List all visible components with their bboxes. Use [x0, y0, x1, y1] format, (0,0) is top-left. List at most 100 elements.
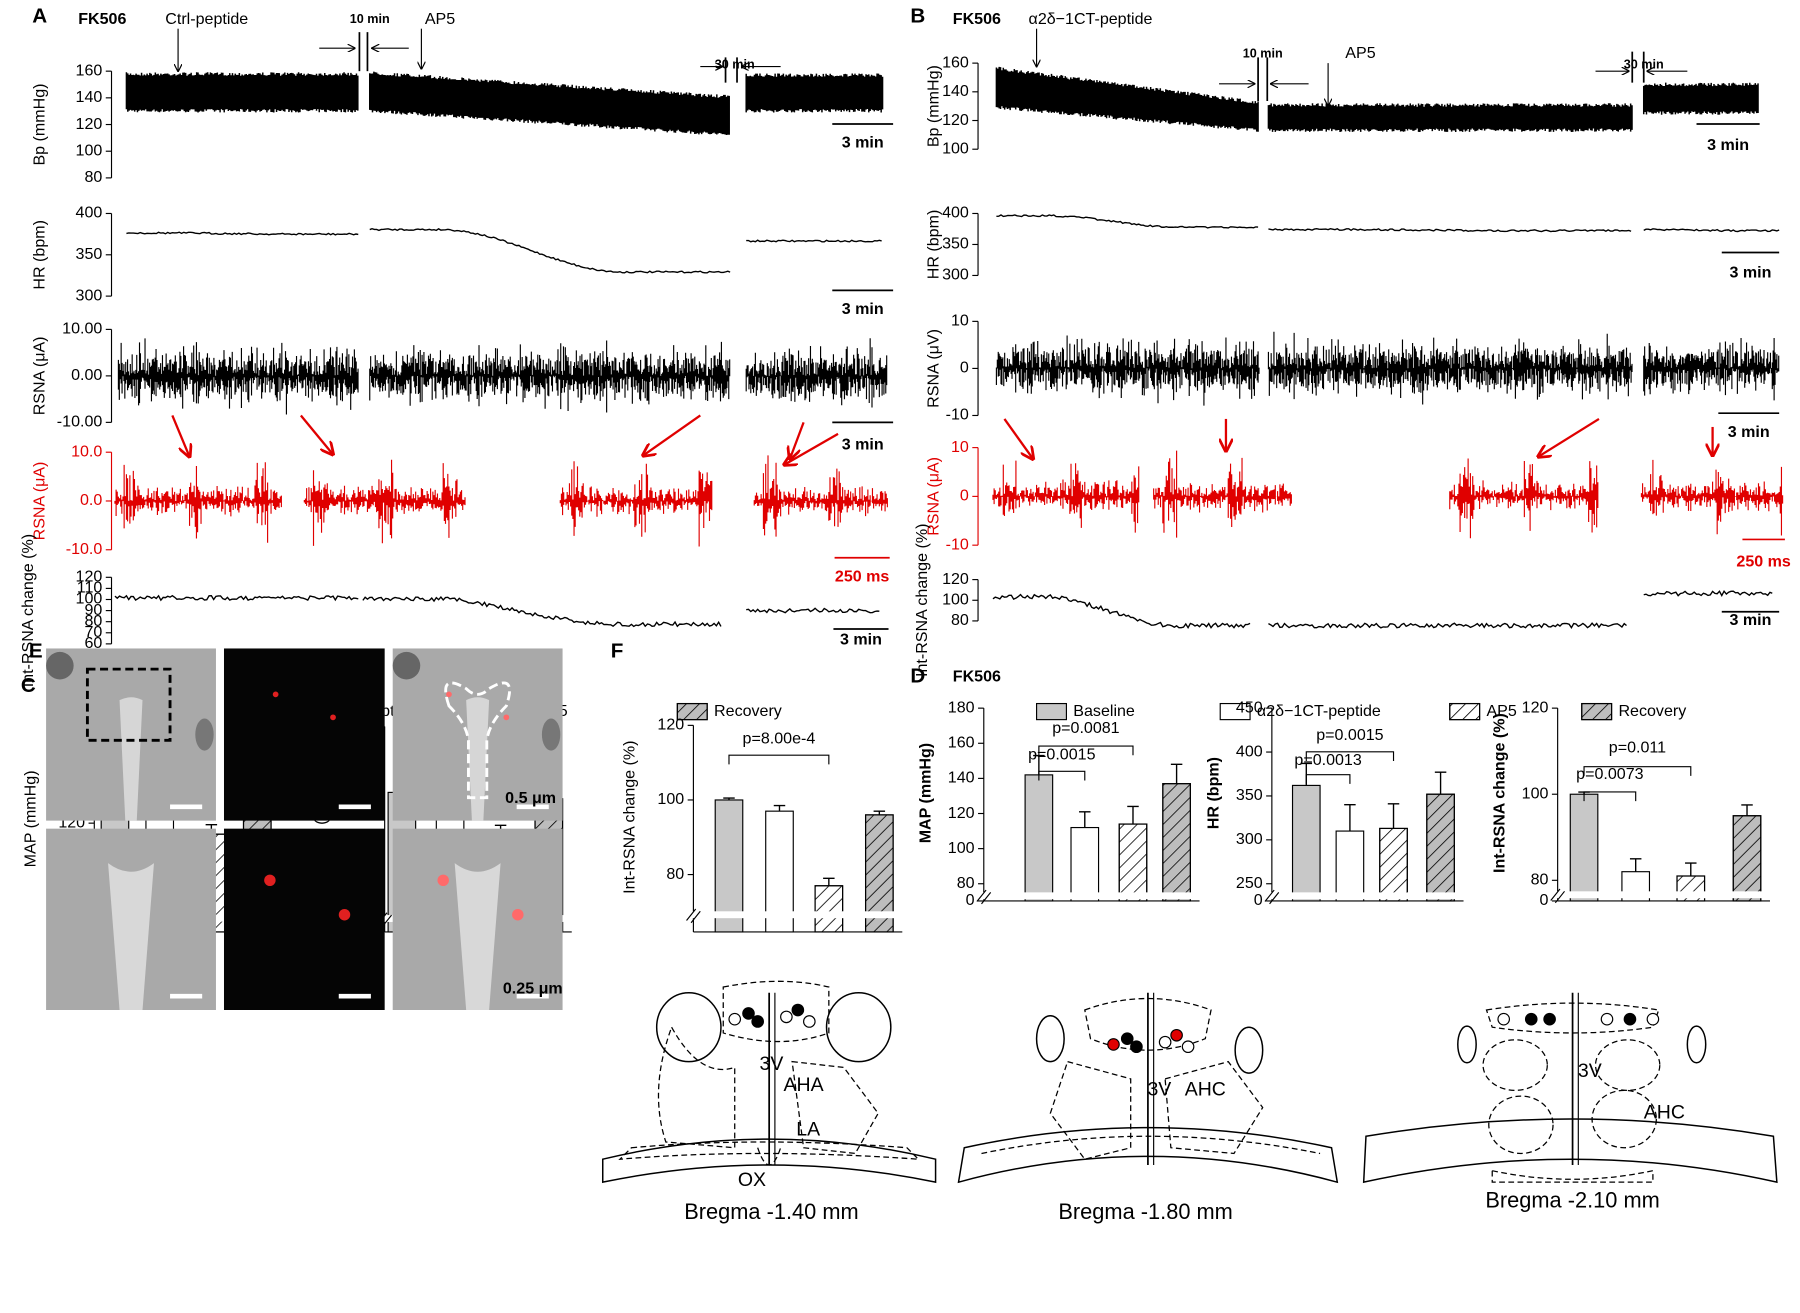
bar: [1291, 784, 1321, 902]
injection-site: [1181, 1040, 1195, 1054]
scale-label: 3 min: [1730, 611, 1772, 629]
bar-chart: 080 100 120 140 160 180 MAP (mmHg) p=0.0081 p=0.…: [917, 698, 1200, 909]
bar: [1335, 830, 1365, 902]
rsna-trace: [1643, 338, 1780, 401]
y-tick-label: 120: [1522, 698, 1549, 716]
trace-axis: -10 0 10 RSNA (μA) 250 ms: [925, 438, 1791, 571]
y-axis-label: Int-RSNA change (%): [19, 534, 37, 687]
y-tick-label: 70: [84, 623, 102, 641]
injection-site: [728, 1012, 742, 1026]
signal: [272, 691, 279, 698]
bp-trace: [369, 71, 730, 135]
line-trace: [369, 228, 731, 274]
panel-label: C: [21, 674, 36, 697]
atlas-outline: [1049, 1060, 1132, 1160]
significance-bracket: [1305, 751, 1395, 761]
bar: [1070, 826, 1100, 902]
p-value: p=0.0015: [1028, 745, 1095, 763]
atlas-outline: [1035, 1014, 1065, 1063]
y-tick-label: 10: [951, 438, 969, 456]
scale-label: 3 min: [840, 631, 882, 649]
scale-label: 250 ms: [1736, 553, 1791, 571]
bp-trace: [1642, 82, 1759, 115]
legend-label: Recovery: [1618, 702, 1686, 720]
micro-image: [223, 648, 385, 821]
p-value: p=0.011: [1609, 739, 1666, 757]
error-bar: [1629, 858, 1642, 872]
error-bar: [1127, 805, 1139, 825]
error-bar: [1170, 763, 1183, 784]
bar-hatch: [1162, 783, 1191, 902]
y-axis-label: HR (bpm): [1205, 757, 1223, 829]
arrow: [300, 414, 333, 454]
y-tick-label: 350: [942, 235, 969, 253]
line-trace: [996, 214, 1259, 229]
line-trace: [114, 594, 359, 602]
arrow: [1538, 417, 1600, 457]
axis-break-mark: [976, 889, 992, 905]
atlas-outline: [1482, 1039, 1548, 1091]
y-tick-label: -10.00: [57, 413, 103, 431]
atlas-label: AHA: [784, 1074, 824, 1096]
bar-chart: 0 80 100 120 Int-RSNA change (%) p=0.011 p=0.0…: [1491, 698, 1770, 909]
y-tick-label: 0: [960, 359, 969, 377]
y-tick-label: 120: [657, 716, 684, 734]
legend-swatch-hatch: [676, 702, 708, 721]
atlas-outline: [655, 992, 722, 1063]
panel-label: D: [910, 665, 925, 688]
error-bar: [773, 804, 786, 812]
y-tick-label: 100: [76, 141, 103, 159]
atlas-caption: Bregma -1.80 mm: [1058, 1199, 1232, 1224]
rsna-trace: [369, 340, 731, 413]
y-tick-label: 160: [948, 734, 975, 752]
y-tick-label: 10: [951, 312, 969, 330]
atlas-section: 3V AHC Bregma -1.80 mm: [957, 992, 1339, 1224]
trace-axis: 80 100 120 Int-RSNA change (%) 3 min: [913, 524, 1780, 677]
injection-site: [1646, 1012, 1660, 1026]
signal: [503, 714, 510, 721]
ventricle: [466, 697, 490, 821]
bar-hatch: [814, 885, 844, 933]
bar: [1024, 774, 1054, 902]
y-axis-label: Int-RSNA change (%): [913, 524, 931, 677]
y-tick-label: 0.0: [80, 491, 102, 509]
y-tick-label: 80: [1531, 871, 1549, 889]
atlas-outline: [618, 1141, 921, 1160]
atlas-outline: [1594, 1039, 1661, 1091]
atlas-section: 3V AHC Bregma -2.10 mm: [1362, 992, 1778, 1212]
scale-label: 3 min: [842, 134, 884, 152]
atlas-outline: [601, 1138, 937, 1184]
trace-axis: 300 350 400 HR (bpm) 3 min: [31, 204, 894, 318]
signal: [264, 874, 276, 887]
rsna-trace: [745, 338, 888, 408]
y-axis-label: RSNA (μV): [925, 329, 943, 408]
y-tick-label: 10.00: [62, 320, 102, 338]
ventricle: [454, 863, 501, 1010]
y-tick-label: 120: [76, 115, 103, 133]
significance-bracket: [1038, 770, 1086, 781]
arrow: [784, 432, 839, 465]
y-tick-label: 300: [76, 286, 103, 304]
atlas-label: 3V: [1578, 1060, 1602, 1082]
injection-site: [1524, 1012, 1538, 1026]
bp-trace: [745, 73, 884, 113]
bar-hatch: [1426, 793, 1455, 902]
micro-image: [392, 828, 563, 1010]
arrow: [1003, 418, 1033, 459]
legend-label: Recovery: [714, 702, 782, 720]
injection-site: [742, 1007, 755, 1020]
arrow: [643, 414, 701, 455]
injection-site: [1600, 1012, 1614, 1026]
y-tick-label: 300: [1236, 830, 1263, 848]
y-axis-label: Bp (mmHg): [31, 84, 49, 166]
rsna-trace: [992, 460, 1140, 533]
y-axis-label: Int-RSNA change (%): [1491, 713, 1509, 873]
signal: [446, 691, 452, 698]
rsna-trace: [1640, 459, 1784, 536]
bar: [1569, 793, 1599, 902]
axis-break-mark: [1264, 889, 1280, 905]
atlas-outline: [1485, 1002, 1660, 1034]
y-tick-label: 120: [948, 804, 975, 822]
